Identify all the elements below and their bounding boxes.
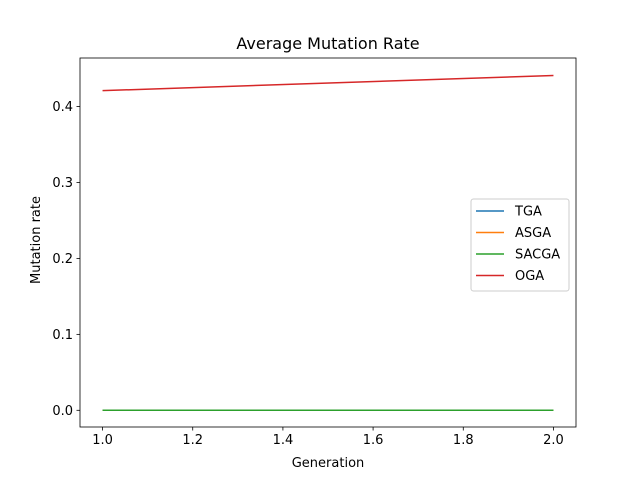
y-tick-label: 0.3 xyxy=(52,176,73,191)
legend: TGA ASGA SACGA OGA xyxy=(470,198,570,292)
legend-label-oga: OGA xyxy=(515,269,544,284)
x-tick-label: 1.4 xyxy=(273,433,294,448)
legend-label-sacga: SACGA xyxy=(515,248,560,263)
y-tick-label: 0.1 xyxy=(52,328,73,343)
x-tick-label: 1.8 xyxy=(453,433,474,448)
series-line-oga xyxy=(102,74,554,92)
legend-label-tga: TGA xyxy=(514,205,542,220)
axes-frame xyxy=(79,57,577,428)
legend-label-asga: ASGA xyxy=(515,226,551,241)
x-tick-label: 1.0 xyxy=(92,433,113,448)
x-axis-label: Generation xyxy=(292,456,365,471)
x-tick-label: 1.6 xyxy=(363,433,384,448)
y-tick-label: 0.4 xyxy=(52,100,73,115)
y-axis-label: Mutation rate xyxy=(29,196,44,284)
y-tick-label: 0.0 xyxy=(52,404,73,419)
x-tick-label: 1.2 xyxy=(182,433,203,448)
x-tick-label: 2.0 xyxy=(543,433,564,448)
legend-box xyxy=(470,198,570,292)
y-tick-label: 0.2 xyxy=(52,252,73,267)
chart-title: Average Mutation Rate xyxy=(236,34,419,53)
plot-area: 1.0 1.2 1.4 1.6 1.8 2.0 0.0 0.1 0.2 0.3 0.4 xyxy=(52,57,577,448)
